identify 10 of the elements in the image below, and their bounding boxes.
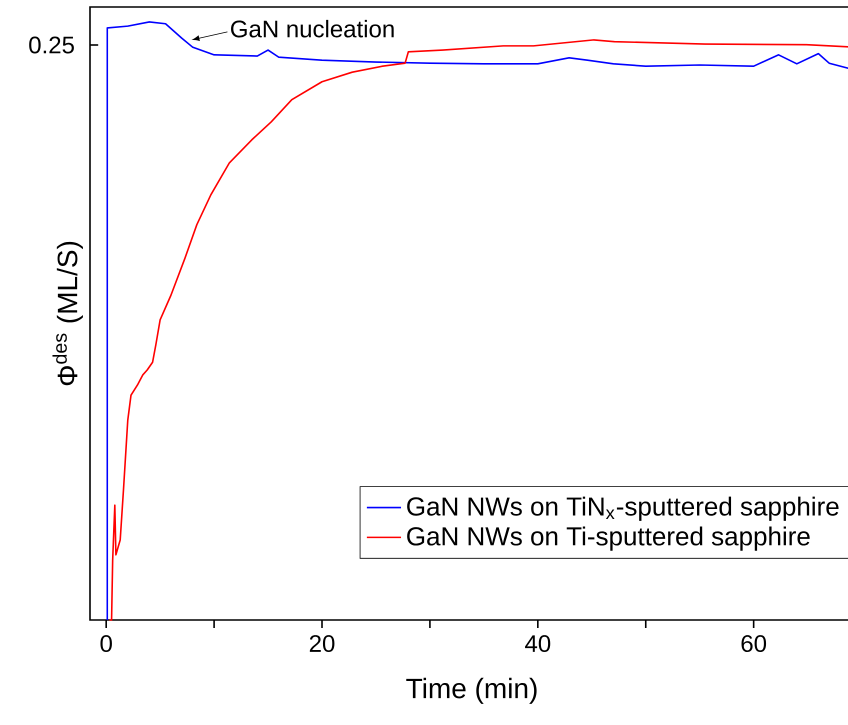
x-tick-label: 60	[742, 635, 766, 652]
legend-label: GaN NWs on TiN$_{x}$-sputtered sapphire	[407, 496, 839, 521]
x-tick-label: 40	[525, 635, 550, 652]
y-axis-title: Φ$^{des}$ (ML/S)	[52, 242, 83, 386]
x-tick-label: 20	[310, 635, 334, 652]
legend-label: GaN NWs on Ti-sputtered sapphire	[407, 526, 810, 551]
x-axis-title: Time (min)	[406, 678, 537, 704]
text: 0.25	[29, 36, 74, 54]
x-tick-label: 0	[100, 635, 112, 652]
annotation: GaN nucleation	[231, 20, 394, 38]
